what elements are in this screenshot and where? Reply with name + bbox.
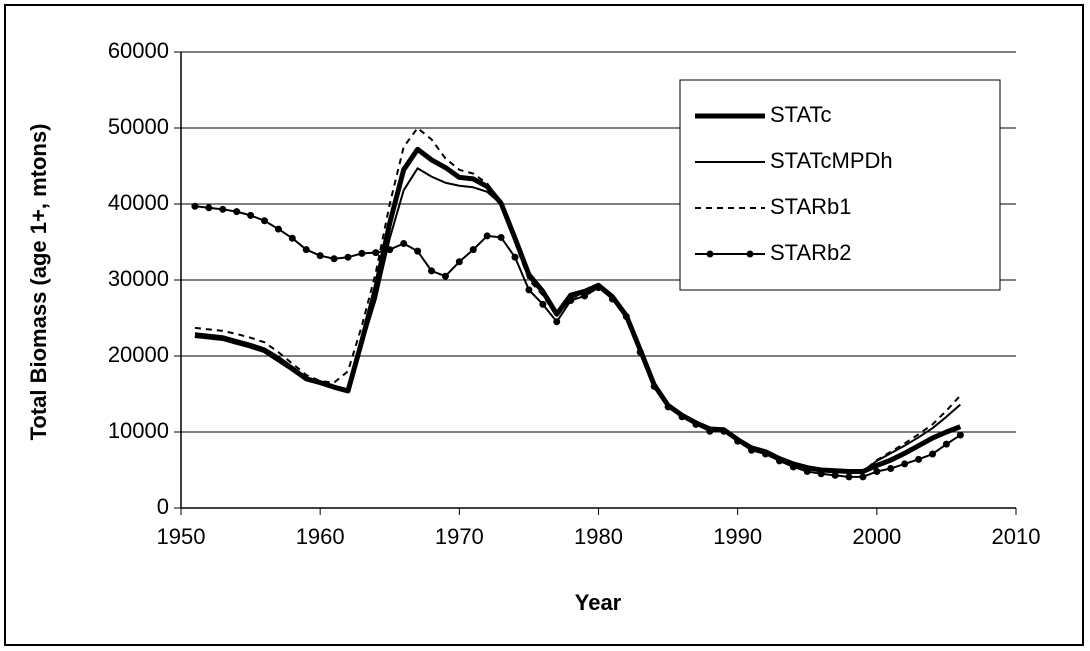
- x-tick-label: 1960: [296, 524, 345, 549]
- series-marker: [428, 267, 435, 275]
- series-marker: [441, 272, 449, 280]
- series-marker: [664, 403, 672, 411]
- series-marker: [191, 202, 199, 210]
- series-marker: [803, 468, 811, 476]
- series-marker: [511, 253, 519, 261]
- x-tick-label: 1970: [435, 524, 484, 549]
- series-marker: [734, 437, 742, 445]
- series-marker: [622, 312, 630, 320]
- series-marker: [581, 292, 589, 300]
- series-marker: [845, 473, 853, 481]
- series-marker: [567, 297, 575, 305]
- series-marker: [344, 253, 352, 261]
- series-marker: [817, 470, 825, 478]
- series-marker: [956, 431, 964, 439]
- y-tick-label: 20000: [108, 342, 169, 367]
- x-tick-label: 1990: [713, 524, 762, 549]
- x-tick-label: 2000: [852, 524, 901, 549]
- series-marker: [915, 455, 923, 463]
- y-axis-label: Total Biomass (age 1+, mtons): [26, 124, 51, 441]
- y-tick-label: 0: [157, 494, 169, 519]
- series-marker: [274, 225, 282, 233]
- series-marker: [887, 464, 895, 472]
- x-axis-label: Year: [575, 590, 622, 615]
- x-tick-label: 2010: [992, 524, 1041, 549]
- y-tick-label: 40000: [108, 190, 169, 215]
- series-marker: [873, 468, 881, 476]
- y-tick-label: 30000: [108, 266, 169, 291]
- series-marker: [789, 463, 797, 471]
- legend-marker: [746, 250, 754, 258]
- series-marker: [205, 204, 213, 212]
- series-marker: [372, 249, 380, 257]
- series-marker: [219, 205, 227, 213]
- series-marker: [233, 208, 241, 216]
- legend-label: STARb2: [770, 240, 852, 265]
- series-marker: [636, 348, 644, 356]
- series-marker: [358, 249, 366, 257]
- series-marker: [386, 246, 394, 254]
- series-marker: [775, 457, 783, 465]
- series-marker: [455, 258, 463, 266]
- series-marker: [497, 233, 505, 241]
- series-marker: [330, 255, 338, 263]
- series-line: [194, 167, 961, 474]
- series-marker: [483, 232, 491, 240]
- y-tick-label: 60000: [108, 38, 169, 63]
- series-marker: [831, 471, 839, 479]
- series-marker: [650, 382, 658, 390]
- series-marker: [929, 450, 936, 458]
- legend-marker: [706, 250, 714, 258]
- series-marker: [553, 318, 561, 326]
- y-tick-label: 50000: [108, 114, 169, 139]
- series-marker: [762, 450, 769, 458]
- series-marker: [901, 460, 909, 468]
- series-marker: [469, 246, 477, 254]
- series-marker: [414, 247, 422, 255]
- series-marker: [302, 246, 310, 254]
- series-marker: [400, 240, 408, 248]
- series-marker: [692, 420, 700, 428]
- series-marker: [539, 300, 547, 308]
- series-marker: [595, 284, 602, 292]
- series-marker: [859, 473, 867, 481]
- legend-label: STATc: [770, 102, 832, 127]
- series-marker: [706, 427, 714, 435]
- legend-label: STATcMPDh: [770, 148, 893, 173]
- series-marker: [316, 252, 324, 260]
- legend-label: STARb1: [770, 194, 852, 219]
- series-marker: [608, 295, 616, 303]
- series-marker: [678, 413, 686, 421]
- series-marker: [525, 286, 533, 294]
- series-marker: [288, 234, 296, 242]
- series-marker: [720, 427, 728, 435]
- series-marker: [247, 211, 255, 219]
- y-tick-label: 10000: [108, 418, 169, 443]
- series-marker: [748, 446, 756, 454]
- series-marker: [942, 440, 950, 448]
- x-tick-label: 1980: [574, 524, 623, 549]
- x-tick-label: 1950: [157, 524, 206, 549]
- series-marker: [261, 217, 268, 225]
